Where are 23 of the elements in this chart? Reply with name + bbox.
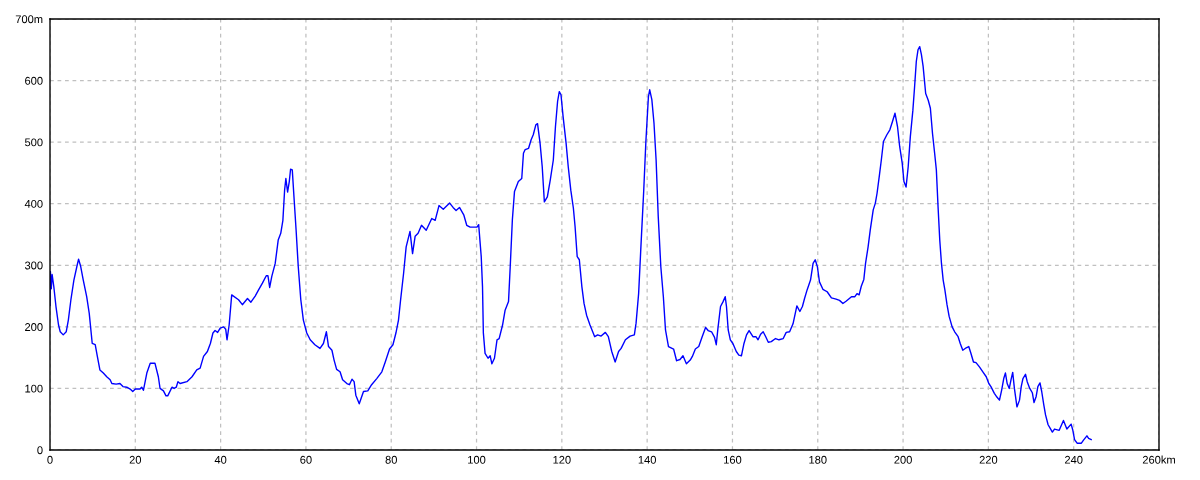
x-tick-label: 200 — [894, 455, 912, 464]
x-tick-label: 0 — [47, 455, 53, 464]
x-tick-label: 260km — [1142, 455, 1175, 464]
x-tick-label: 40 — [214, 455, 227, 464]
y-tick-label: 100 — [25, 384, 43, 393]
x-tick-label: 80 — [385, 455, 397, 464]
y-tick-label: 300 — [24, 261, 43, 270]
x-tick-label: 160 — [724, 455, 742, 464]
x-tick-label: 180 — [809, 455, 827, 464]
x-tick-label: 60 — [300, 455, 312, 464]
x-tick-label: 140 — [638, 455, 656, 464]
x-tick-label: 100 — [468, 455, 486, 464]
y-tick-label: 0 — [37, 446, 43, 455]
y-tick-label: 700m — [15, 15, 43, 24]
x-tick-label: 20 — [129, 455, 142, 464]
x-tick-label: 220 — [979, 455, 998, 464]
x-tick-label: 120 — [553, 455, 571, 464]
y-tick-label: 500 — [24, 138, 43, 147]
line-series — [50, 46, 1092, 444]
y-tick-label: 400 — [24, 199, 43, 208]
y-tick-label: 200 — [25, 323, 43, 331]
x-tick-label: 240 — [1064, 455, 1083, 464]
y-tick-label: 600 — [25, 76, 43, 85]
